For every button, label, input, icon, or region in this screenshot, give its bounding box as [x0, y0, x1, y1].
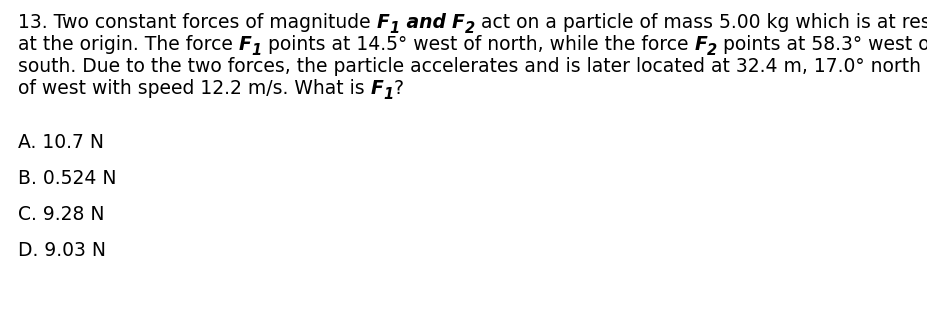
Text: C. 9.28 N: C. 9.28 N — [18, 205, 105, 224]
Text: south. Due to the two forces, the particle accelerates and is later located at 3: south. Due to the two forces, the partic… — [18, 57, 921, 76]
Text: 1: 1 — [251, 43, 261, 58]
Text: and: and — [400, 13, 451, 32]
Text: F: F — [451, 13, 464, 32]
Text: points at 58.3° west of: points at 58.3° west of — [717, 35, 927, 54]
Text: F: F — [694, 35, 707, 54]
Text: of west with speed 12.2 m/s. What is: of west with speed 12.2 m/s. What is — [18, 79, 371, 98]
Text: 1: 1 — [384, 87, 393, 102]
Text: 1: 1 — [389, 21, 400, 36]
Text: at the origin. The force: at the origin. The force — [18, 35, 239, 54]
Text: ?: ? — [393, 79, 403, 98]
Text: F: F — [376, 13, 389, 32]
Text: A. 10.7 N: A. 10.7 N — [18, 133, 104, 152]
Text: B. 0.524 N: B. 0.524 N — [18, 169, 117, 188]
Text: points at 14.5° west of north, while the force: points at 14.5° west of north, while the… — [261, 35, 694, 54]
Text: F: F — [239, 35, 251, 54]
Text: 13. Two constant forces of magnitude: 13. Two constant forces of magnitude — [18, 13, 376, 32]
Text: 2: 2 — [707, 43, 717, 58]
Text: 2: 2 — [464, 21, 475, 36]
Text: act on a particle of mass 5.00 kg which is at rest: act on a particle of mass 5.00 kg which … — [475, 13, 927, 32]
Text: D. 9.03 N: D. 9.03 N — [18, 241, 106, 260]
Text: F: F — [371, 79, 384, 98]
